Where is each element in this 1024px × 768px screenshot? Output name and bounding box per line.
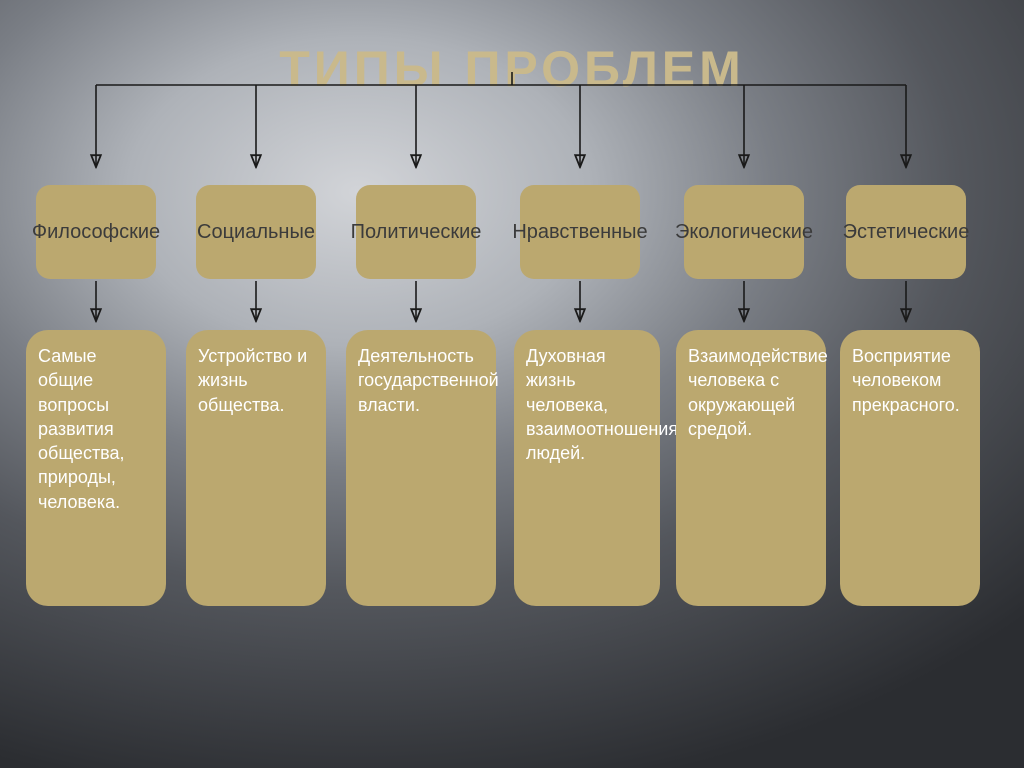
category-label: Экологические — [675, 220, 813, 244]
category-description-text: Самые общие вопросы развития общества, п… — [38, 346, 125, 512]
category-description: Самые общие вопросы развития общества, п… — [26, 330, 166, 606]
category-description: Взаимодействие человека с окружающей сре… — [676, 330, 826, 606]
diagram-stage: { "title": { "text": "ТИПЫ ПРОБЛЕМ", "co… — [0, 0, 1024, 768]
category-label: Политические — [351, 220, 482, 244]
category-node: Эстетические — [846, 185, 966, 279]
category-node: Экологические — [684, 185, 804, 279]
category-node: Социальные — [196, 185, 316, 279]
category-node: Политические — [356, 185, 476, 279]
category-description: Восприятие человеком прекрасного. — [840, 330, 980, 606]
category-node: Философские — [36, 185, 156, 279]
diagram-title: ТИПЫ ПРОБЛЕМ — [0, 40, 1024, 98]
category-description: Духовная жизнь человека, взаимоотношения… — [514, 330, 660, 606]
category-description-text: Духовная жизнь человека, взаимоотношения… — [526, 346, 678, 463]
category-description-text: Деятельность государственной власти. — [358, 346, 499, 415]
category-description: Устройство и жизнь общества. — [186, 330, 326, 606]
category-description-text: Устройство и жизнь общества. — [198, 346, 307, 415]
category-label: Социальные — [197, 220, 315, 244]
category-label: Нравственные — [512, 220, 647, 244]
category-label: Философские — [32, 220, 160, 244]
category-description-text: Восприятие человеком прекрасного. — [852, 346, 960, 415]
category-label: Эстетические — [843, 220, 970, 244]
category-node: Нравственные — [520, 185, 640, 279]
category-description-text: Взаимодействие человека с окружающей сре… — [688, 346, 828, 439]
category-description: Деятельность государственной власти. — [346, 330, 496, 606]
